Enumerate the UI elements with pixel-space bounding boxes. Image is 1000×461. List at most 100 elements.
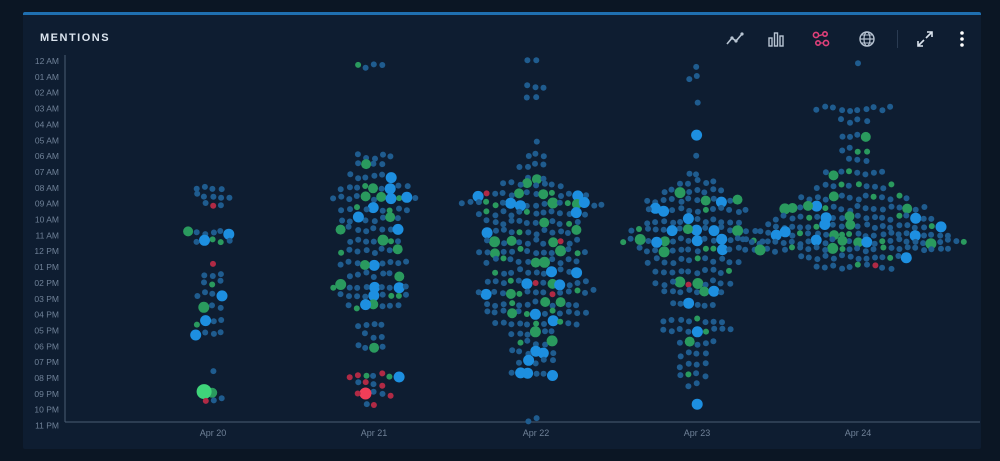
mention-bubble-neutral [694, 289, 700, 296]
mention-bubble-positive [925, 238, 937, 250]
mention-bubble-neutral [499, 199, 506, 206]
mention-bubble-neutral [387, 153, 394, 160]
mention-bubble-neutral [194, 190, 201, 197]
mention-bubble-neutral [500, 307, 507, 314]
mention-bubble-neutral [590, 286, 597, 293]
mention-bubble-highlight [190, 329, 202, 341]
mention-bubble-neutral [500, 180, 507, 187]
mention-bubble-neutral [686, 76, 693, 83]
mention-bubble-neutral [378, 284, 385, 291]
globe-button[interactable] [853, 25, 881, 53]
mention-bubble-neutral [727, 219, 734, 226]
mention-bubble-neutral [337, 261, 344, 268]
mention-bubble-neutral [508, 321, 515, 328]
mention-bubble-neutral [540, 240, 547, 247]
mention-bubble-neutral [734, 235, 741, 242]
mention-bubble-neutral [694, 248, 701, 255]
mention-bubble-neutral [566, 282, 573, 289]
mention-bubble-neutral [558, 193, 564, 199]
mention-bubble-neutral [928, 246, 935, 253]
mention-bubble-neutral [491, 309, 498, 316]
mention-bubble-highlight [401, 191, 413, 203]
y-tick-label: 07 AM [35, 167, 59, 177]
mention-bubble-neutral [354, 271, 361, 278]
mention-bubble-neutral [500, 226, 507, 233]
mention-bubble-positive [674, 276, 686, 288]
mention-bubble-positive [732, 225, 744, 237]
mention-bubble-neutral [201, 272, 208, 279]
mention-bubble-neutral [573, 321, 580, 328]
mention-bubble-neutral [694, 177, 701, 183]
mention-bubble-neutral [702, 267, 708, 273]
mention-bubble-neutral [558, 228, 565, 235]
mention-bubble-neutral [879, 254, 886, 261]
more-options-button[interactable] [948, 25, 976, 53]
mention-bubble-positive [217, 239, 224, 246]
mention-bubble-positive [507, 277, 514, 284]
mention-bubble-neutral [541, 310, 548, 317]
mention-bubble-neutral [670, 260, 677, 267]
mention-bubble-neutral [944, 236, 951, 243]
mention-bubble-neutral [354, 293, 361, 300]
mention-bubble-neutral [727, 197, 734, 204]
mention-bubble-neutral [508, 212, 515, 219]
x-tick-label: Apr 23 [684, 428, 711, 438]
mention-bubble-positive [209, 281, 216, 288]
bubble-chart-button[interactable] [807, 25, 835, 53]
mention-bubble-neutral [678, 246, 685, 253]
line-chart-button[interactable] [721, 25, 749, 53]
mention-bubble-neutral [508, 217, 515, 224]
mention-bubble-neutral [661, 288, 668, 295]
mention-bubble-neutral [492, 320, 499, 326]
mention-bubble-neutral [838, 168, 845, 175]
mention-bubble-neutral [693, 350, 700, 357]
mention-bubble-neutral [540, 370, 547, 377]
mention-bubble-neutral [210, 193, 217, 200]
mention-bubble-neutral [694, 216, 701, 222]
mention-bubble-neutral [379, 390, 386, 397]
mention-bubble-neutral [937, 232, 944, 239]
mention-bubble-neutral [797, 244, 804, 251]
mention-bubble-positive [854, 148, 861, 155]
y-tick-label: 06 PM [34, 341, 59, 351]
mention-bubble-neutral [574, 219, 581, 225]
mention-bubble-neutral [854, 116, 861, 123]
mention-bubble-neutral [864, 261, 870, 268]
mention-bubble-neutral [822, 169, 829, 176]
mention-bubble-neutral [694, 341, 701, 348]
mention-bubble-neutral [752, 228, 759, 234]
mention-bubble-neutral [814, 213, 821, 220]
mention-bubble-neutral [921, 204, 928, 210]
mention-bubble-neutral [363, 247, 370, 254]
mention-bubble-highlight [352, 211, 364, 223]
expand-button[interactable] [911, 25, 939, 53]
mention-bubble-neutral [483, 217, 490, 224]
mention-bubble-highlight [861, 236, 873, 248]
y-tick-label: 11 AM [36, 230, 59, 240]
mention-bubble-neutral [209, 273, 216, 279]
mention-bubble-neutral [379, 303, 386, 310]
mention-bubble-neutral [379, 171, 386, 178]
mention-bubble-neutral [345, 302, 352, 309]
mention-bubble-neutral [386, 284, 393, 291]
bar-chart-button[interactable] [762, 25, 790, 53]
mention-bubble-neutral [821, 264, 828, 271]
mention-bubble-neutral [670, 219, 677, 226]
mention-bubble-positive [368, 183, 378, 194]
mention-bubble-highlight [223, 228, 235, 240]
mention-bubble-neutral [210, 318, 217, 325]
mention-bubble-neutral [839, 252, 845, 259]
mention-bubble-neutral [467, 198, 474, 205]
mention-bubble-neutral [701, 302, 708, 309]
mention-bubble-neutral [372, 155, 378, 162]
mention-bubble-positive [507, 308, 518, 319]
mention-bubble-neutral [669, 207, 676, 214]
mention-bubble-neutral [685, 383, 692, 390]
mention-bubble-neutral [702, 373, 709, 380]
mention-bubble-positive [489, 236, 500, 248]
mention-bubble-neutral [508, 369, 515, 376]
mention-bubble-neutral [748, 239, 755, 245]
mention-bubble-neutral [670, 288, 676, 295]
mention-bubble-neutral [533, 269, 540, 276]
mention-bubble-neutral [345, 258, 352, 265]
